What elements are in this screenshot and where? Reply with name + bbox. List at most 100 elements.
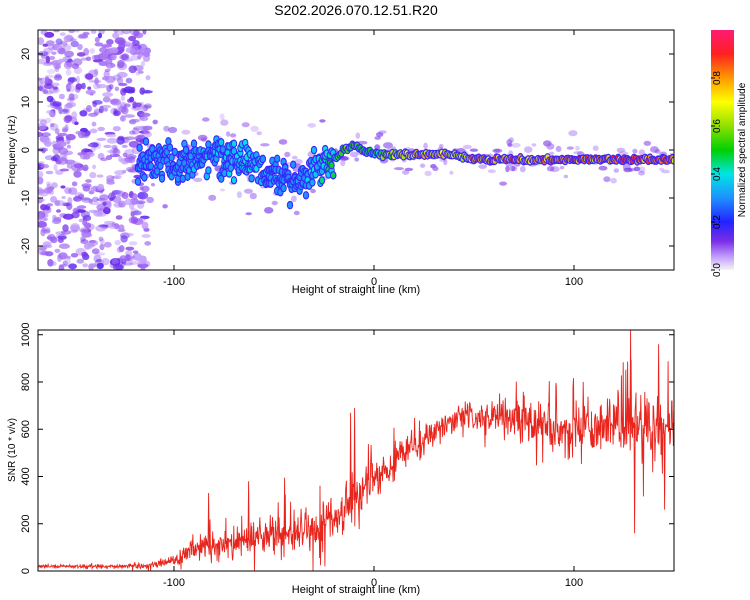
spectrogram-noise-blob <box>354 157 360 162</box>
spectrogram-noise-blob <box>82 185 91 192</box>
spectrogram-noise-blob <box>139 186 144 191</box>
spectrogram-ridge-core <box>219 175 224 182</box>
spectrogram-ridge-core <box>310 179 315 186</box>
spectrogram-noise-blob <box>661 169 670 174</box>
spectrogram-noise-blob <box>546 165 555 172</box>
snr-y-ticks: 0 200 400 600 800 1000 <box>20 322 674 574</box>
spectrogram-noise-blob <box>256 131 262 136</box>
spectrogram-noise-blob <box>96 137 107 141</box>
spectrogram-noise-blob <box>81 251 88 257</box>
spectrogram-ridge-core <box>169 154 174 161</box>
spectrogram-noise-blob <box>93 83 101 90</box>
spectrogram-ridge-core <box>319 177 325 184</box>
spectrogram-noise-blob <box>38 123 47 131</box>
spectrogram-noise-blob <box>64 50 74 58</box>
spectrogram-noise-blob <box>56 209 61 213</box>
spectrogram-noise-blob <box>91 121 97 127</box>
spectrogram-noise-blob <box>98 108 103 113</box>
spectrogram-noise-blob <box>511 142 521 148</box>
spectrogram-ridge-core <box>231 177 237 184</box>
spectrogram-noise-blob <box>89 128 98 134</box>
spectrogram-noise-blob <box>113 108 119 115</box>
spectrogram-noise-blob <box>125 232 134 237</box>
spectrogram-noise-blob <box>44 155 54 161</box>
spectrogram-noise-blob <box>41 136 51 145</box>
spectrogram-noise-blob <box>66 97 76 102</box>
spectrogram-noise-blob <box>70 229 78 233</box>
spectrogram-noise-blob <box>118 245 125 253</box>
spectrogram-noise-blob <box>638 170 646 176</box>
colorbar-tick-label: 0.2 <box>712 215 723 229</box>
y-tick-label: -10 <box>20 190 32 206</box>
spectrogram-noise-blob <box>120 114 125 122</box>
spectrogram-ridge-core <box>175 175 181 182</box>
chart-title: S202.2026.070.12.51.R20 <box>274 2 438 18</box>
spectrogram-noise-blob <box>38 170 44 178</box>
spectrogram-noise-blob <box>291 155 298 160</box>
spectrogram-noise-blob <box>81 82 86 90</box>
spectrogram-noise-blob <box>402 169 410 175</box>
colorbar-tick-label: 0.0 <box>712 263 723 277</box>
spectrogram-noise-blob <box>58 47 65 52</box>
spectrogram-ridge-core <box>204 173 209 180</box>
spectrogram-ridge-core <box>206 141 211 148</box>
spectrogram-noise-blob <box>45 170 54 175</box>
spectrogram-noise-blob <box>383 142 393 149</box>
spectrogram-noise-blob <box>52 62 61 70</box>
spectrogram-noise-blob <box>87 143 93 147</box>
spectrogram-noise-blob <box>139 48 150 56</box>
spectrogram-noise-blob <box>46 203 54 207</box>
spectrogram-noise-blob <box>57 237 64 243</box>
spectrogram-noise-blob <box>80 57 89 61</box>
spectrogram-noise-blob <box>643 140 652 146</box>
spectrogram-noise-blob <box>73 170 82 178</box>
spectrogram-noise-blob <box>66 88 71 92</box>
spectrogram-ridge-core <box>206 167 211 174</box>
spectrogram-noise-blob <box>88 263 94 270</box>
spectrogram-noise-blob <box>89 48 96 54</box>
spectrogram-noise-blob <box>125 47 136 54</box>
spectrogram-noise-blob <box>618 151 629 156</box>
spectrogram-noise-blob <box>61 230 72 235</box>
spectrogram-noise-blob <box>47 259 54 267</box>
y-tick-label: 200 <box>20 515 32 533</box>
spectrogram-ridge-core <box>155 168 160 175</box>
spectrogram-noise-blob <box>603 176 611 183</box>
snr-y-label: SNR (10 * v/v) <box>7 418 18 482</box>
spectrogram-ridge-core <box>148 163 153 170</box>
spectrogram-noise-blob <box>45 181 52 187</box>
spectrogram-noise-blob <box>117 76 124 85</box>
spectrogram-ridge-core <box>142 174 147 181</box>
spectrogram-noise-blob <box>96 258 102 263</box>
spectrogram-noise-blob <box>69 38 77 42</box>
spectrogram-ridge-core <box>311 147 317 154</box>
spectrogram-noise-blob <box>70 225 80 233</box>
spectrogram-noise-blob <box>93 54 101 60</box>
spectrogram-noise-blob <box>68 263 77 270</box>
spectrogram-noise-blob <box>568 130 578 137</box>
spectrogram-ridge-core <box>185 173 190 180</box>
spectrogram-noise-blob <box>78 33 88 39</box>
y-tick-label: 400 <box>20 467 32 485</box>
spectrogram-noise-blob <box>120 101 127 109</box>
spectrogram-noise-blob <box>76 258 85 264</box>
spectrogram-noise-blob <box>137 70 144 74</box>
spectrogram-noise-blob <box>97 32 102 39</box>
spectrogram-noise-blob <box>53 163 58 171</box>
spectrogram-ridge-core <box>331 172 336 179</box>
spectrogram-ridge-core <box>313 171 318 178</box>
spectrogram-noise-blob <box>141 221 149 230</box>
spectrogram-noise-blob <box>94 68 99 75</box>
snr-x-label: Height of straight line (km) <box>292 584 420 596</box>
spectrogram-noise-blob <box>208 194 217 201</box>
spectrogram-noise-blob <box>38 221 48 228</box>
spectrogram-noise-blob <box>99 238 105 244</box>
spectrogram-noise-blob <box>100 157 108 162</box>
spectrogram-noise-blob <box>124 136 136 140</box>
spectrogram-noise-blob <box>423 142 428 150</box>
spectrogram-noise-blob <box>52 214 57 221</box>
spectrogram-noise-blob <box>38 161 45 165</box>
spectrogram-ridge-core <box>222 170 227 177</box>
spectrogram-noise-blob <box>129 96 135 103</box>
spectrogram-noise-blob <box>559 165 565 170</box>
